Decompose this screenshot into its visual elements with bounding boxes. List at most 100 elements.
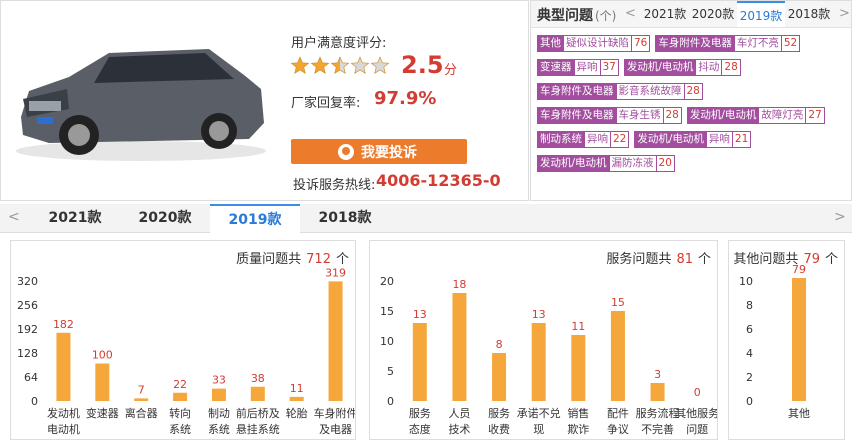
- problem-tag[interactable]: 车身附件及电器 影音系统故障 28: [537, 83, 703, 100]
- x-tick-label: 问题: [686, 423, 708, 436]
- x-tick-label: 及电器: [319, 423, 352, 436]
- tag-count: 27: [806, 107, 825, 124]
- value-label: 100: [92, 349, 113, 362]
- x-tick-label: 服务: [488, 407, 510, 420]
- bar: [531, 323, 546, 401]
- value-label: 38: [251, 372, 265, 385]
- tab[interactable]: 2021款: [48, 210, 102, 226]
- x-tick-label: 其他: [788, 407, 810, 420]
- car-image: [16, 49, 266, 161]
- problem-tag[interactable]: 其他 疑似设计缺陷 76: [537, 35, 651, 52]
- year-prev[interactable]: <: [8, 209, 20, 225]
- problem-tag[interactable]: 发动机/电动机 抖动 28: [623, 59, 741, 76]
- tag-issue: 抖动: [696, 59, 723, 76]
- reply-label: 厂家回复率:: [291, 96, 361, 111]
- y-tick-label: 8: [746, 299, 753, 312]
- hotline-label: 投诉服务热线:: [293, 178, 376, 193]
- value-label: 13: [532, 308, 546, 321]
- x-tick-label: 车身附件: [314, 406, 355, 420]
- title-prefix: 其他问题共: [733, 252, 798, 267]
- x-tick-label: 争议: [607, 422, 629, 436]
- x-tick-label: 电动机: [47, 422, 80, 436]
- x-tick-label: 前后桥及: [236, 406, 280, 420]
- problem-tag[interactable]: 变速器 异响 37: [537, 59, 619, 76]
- prev-arrow[interactable]: <: [625, 6, 636, 21]
- value-label: 11: [571, 320, 585, 333]
- complain-button[interactable]: 我要投诉: [291, 139, 467, 164]
- tag-issue: 异响: [706, 131, 733, 148]
- x-tick-label: 态度: [409, 422, 431, 436]
- tab[interactable]: 2019款: [210, 204, 300, 233]
- bar: [211, 388, 226, 401]
- next-arrow[interactable]: >: [839, 6, 850, 21]
- x-tick-label: 欺诈: [567, 423, 589, 436]
- value-label: 22: [173, 378, 187, 391]
- tab[interactable]: 2019款: [737, 1, 785, 27]
- score-unit: 分: [444, 63, 458, 78]
- tab[interactable]: 2018款: [318, 210, 372, 226]
- tag-count: 20: [656, 155, 675, 172]
- value-label: 33: [212, 374, 226, 387]
- chart-title: 其他问题共 79 个: [733, 252, 838, 267]
- problem-tag[interactable]: 车身附件及电器 车灯不亮 52: [655, 35, 801, 52]
- tag-issue: 故障灯亮: [759, 107, 807, 124]
- star-rating: [290, 56, 390, 74]
- value-label: 182: [53, 318, 74, 331]
- star: [370, 56, 390, 74]
- value-label: 8: [496, 338, 503, 351]
- y-tick-label: 0: [31, 395, 38, 408]
- tag-category: 制动系统: [537, 131, 585, 148]
- x-tick-label: 发动机: [47, 406, 80, 420]
- hotline: 4006-12365-0: [376, 171, 501, 190]
- title-suffix: 个: [336, 252, 349, 267]
- tag-issue: 疑似设计缺陷: [564, 35, 632, 52]
- value-label: 319: [325, 266, 346, 279]
- problem-tag[interactable]: 发动机/电动机 漏防冻液 20: [537, 155, 675, 172]
- tag-count: 28: [663, 107, 682, 124]
- problem-tag[interactable]: 车身附件及电器 车身生锈 28: [537, 107, 682, 124]
- bar: [492, 353, 507, 401]
- tab[interactable]: 2018款: [787, 7, 831, 21]
- tag-issue: 异响: [585, 131, 611, 148]
- y-tick-label: 128: [17, 347, 38, 360]
- tag-category: 发动机/电动机: [537, 155, 610, 172]
- bar: [328, 281, 343, 401]
- summary-panel: 用户满意度评分: 2.5 分 厂家回复率: 97.9% 我要投诉 投诉服务热线:…: [0, 0, 529, 201]
- y-tick-label: 320: [17, 275, 38, 288]
- tag-issue: 影音系统故障: [616, 83, 685, 100]
- chart-title: 质量问题共 712 个: [236, 252, 349, 267]
- title-prefix: 质量问题共: [236, 252, 301, 267]
- year-next[interactable]: >: [834, 209, 846, 225]
- reply-rate: 97.9%: [374, 88, 437, 109]
- bar: [610, 311, 625, 401]
- typical-title: 典型问题: [537, 8, 593, 24]
- x-tick-label: 制动: [208, 407, 230, 420]
- y-tick-label: 0: [387, 395, 394, 408]
- problem-tag[interactable]: 发动机/电动机 故障灯亮 27: [686, 107, 825, 124]
- x-tick-label: 服务流程: [636, 406, 680, 420]
- x-tick-label: 承诺不兑: [517, 406, 561, 420]
- problem-tag[interactable]: 发动机/电动机 异响 21: [634, 131, 752, 148]
- x-tick-label: 配件: [607, 407, 629, 420]
- score: 2.5: [401, 51, 444, 79]
- tab[interactable]: 2020款: [691, 7, 735, 21]
- tab[interactable]: 2021款: [643, 7, 687, 21]
- title-suffix: 个: [825, 252, 838, 267]
- y-tick-label: 5: [387, 365, 394, 378]
- tag-count: 28: [722, 59, 741, 76]
- value-label: 3: [654, 368, 661, 381]
- tag-issue: 异响: [574, 59, 601, 76]
- button-icon: [338, 144, 354, 160]
- tag-count: 52: [781, 35, 801, 52]
- tag-issue: 车灯不亮: [734, 35, 782, 52]
- tag-count: 76: [632, 35, 651, 52]
- tag-category: 其他: [537, 35, 564, 52]
- value-label: 15: [611, 296, 625, 309]
- tag-category: 变速器: [537, 59, 575, 76]
- x-tick-label: 悬挂系统: [236, 422, 280, 436]
- problem-tag[interactable]: 制动系统 异响 22: [537, 131, 630, 148]
- tab[interactable]: 2020款: [138, 210, 192, 226]
- bar: [289, 396, 304, 401]
- x-tick-label: 技术: [448, 423, 470, 436]
